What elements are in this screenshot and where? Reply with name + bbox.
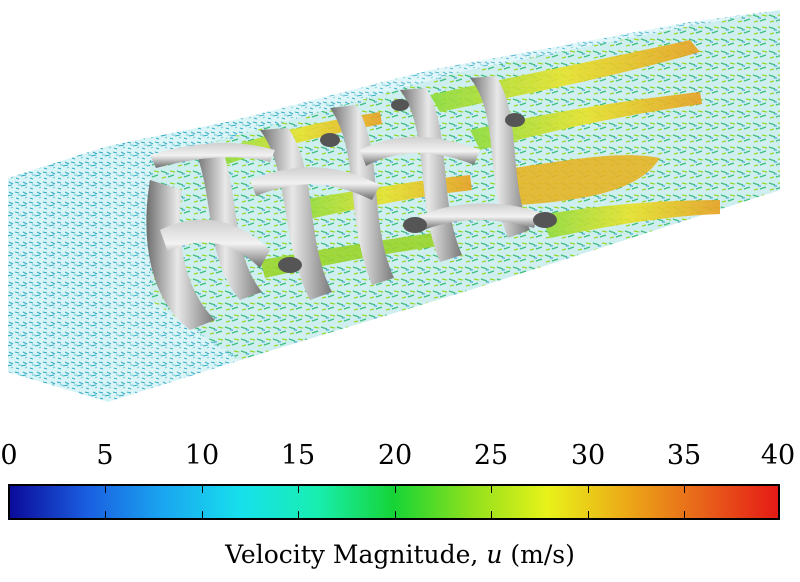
tick-label: 10: [184, 440, 220, 471]
inlet-face: [8, 146, 108, 402]
tick-label: 35: [666, 440, 702, 471]
colorbar-gradient: [8, 484, 780, 520]
tick-label: 30: [570, 440, 606, 471]
tick-label: 25: [473, 440, 509, 471]
solid-structures: [146, 76, 557, 330]
colorbar-title: Velocity Magnitude, u (m/s): [0, 540, 800, 569]
colorbar-title-unit: (m/s): [502, 540, 575, 569]
colorbar: 0 5 10 15 20 25 30 35 40 Velocity Magnit…: [0, 430, 800, 582]
flow-visualization: [8, 10, 780, 402]
tick-label: 15: [280, 440, 316, 471]
tick-label: 40: [760, 440, 796, 471]
colorbar-title-prefix: Velocity Magnitude,: [225, 540, 487, 569]
colorbar-title-variable: u: [486, 540, 503, 569]
tick-label: 20: [377, 440, 413, 471]
tick-label: 5: [96, 440, 114, 471]
tick-label: 0: [0, 440, 18, 471]
